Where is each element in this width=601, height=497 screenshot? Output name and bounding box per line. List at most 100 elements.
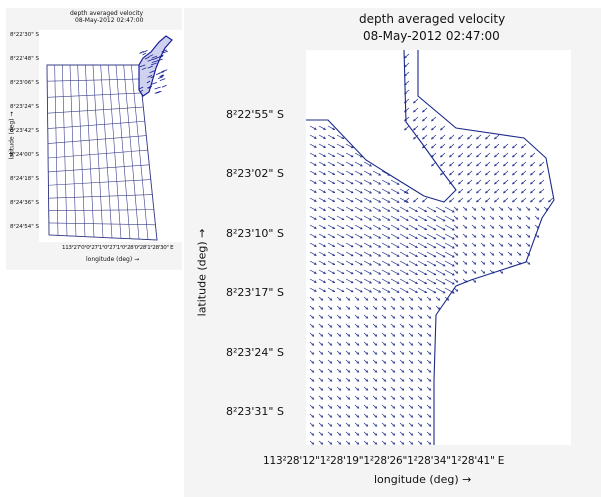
velocity-field xyxy=(310,54,553,444)
velocity-arrow xyxy=(355,288,362,292)
velocity-arrow xyxy=(364,270,371,274)
velocity-arrow xyxy=(391,225,399,229)
velocity-arrow xyxy=(373,171,381,175)
mesh-line xyxy=(93,65,103,238)
velocity-arrow xyxy=(382,207,390,211)
main-y-tick-0: 8²22'55" S xyxy=(226,108,284,121)
velocity-arrow xyxy=(355,216,362,220)
velocity-field-svg xyxy=(306,50,571,445)
velocity-arrow xyxy=(364,288,371,292)
main-plot-subtitle: 08-May-2012 02:47:00 xyxy=(363,29,500,43)
velocity-arrow xyxy=(418,279,427,284)
overview-y-tick-0: 8²22'30" S xyxy=(10,32,39,38)
velocity-arrow xyxy=(445,261,454,266)
velocity-arrow xyxy=(409,225,417,230)
main-plot-axes xyxy=(306,50,571,445)
velocity-arrow xyxy=(143,50,148,52)
velocity-arrow xyxy=(436,261,445,266)
mesh-line xyxy=(55,65,58,235)
velocity-arrow xyxy=(364,261,371,265)
velocity-arrow xyxy=(373,207,381,211)
velocity-arrow xyxy=(355,261,362,265)
main-y-tick-2: 8²23'10" S xyxy=(226,227,284,240)
overview-x-tick-labels: 113²27'0²0²27'1²0²27'1²0²28'0²28'1²28'30… xyxy=(62,245,173,251)
velocity-arrow xyxy=(418,243,427,248)
velocity-arrow xyxy=(142,53,146,55)
main-x-tick-labels: 113²28'12"1²28'19"1²28'26"1²28'34"1²28'4… xyxy=(263,455,504,467)
velocity-arrow xyxy=(409,207,417,212)
velocity-arrow xyxy=(418,225,427,230)
main-y-tick-4: 8²23'24" S xyxy=(226,346,284,359)
velocity-arrow xyxy=(382,216,390,220)
velocity-arrow xyxy=(373,252,381,256)
velocity-arrow xyxy=(409,288,417,293)
velocity-arrow xyxy=(427,261,436,266)
velocity-arrow xyxy=(418,216,427,221)
velocity-arrow xyxy=(373,288,381,292)
velocity-arrow xyxy=(427,207,436,212)
velocity-arrow xyxy=(436,252,445,257)
main-plot-title: depth averaged velocity xyxy=(359,12,505,26)
velocity-arrow xyxy=(155,87,161,89)
velocity-arrow xyxy=(400,261,408,266)
main-y-tick-1: 8²23'02" S xyxy=(226,167,284,180)
mesh-line xyxy=(78,65,85,237)
velocity-arrow xyxy=(355,252,362,256)
velocity-arrow xyxy=(436,243,445,248)
velocity-arrow xyxy=(355,270,362,274)
velocity-arrow xyxy=(400,243,408,248)
velocity-arrow xyxy=(373,243,381,247)
mesh-line xyxy=(62,65,67,236)
velocity-arrow xyxy=(427,234,436,239)
velocity-arrow xyxy=(364,225,371,229)
velocity-arrow xyxy=(409,243,417,248)
overview-y-tick-6: 8²24'18" S xyxy=(10,176,39,182)
velocity-arrow xyxy=(427,270,436,275)
overview-y-axis-label: latitude (deg) → xyxy=(8,112,15,160)
velocity-arrow xyxy=(427,243,436,248)
velocity-arrow xyxy=(436,279,445,284)
velocity-arrow xyxy=(409,270,417,275)
velocity-arrow xyxy=(364,198,371,202)
velocity-arrow xyxy=(418,270,427,275)
velocity-arrow xyxy=(445,270,454,275)
velocity-arrow xyxy=(382,270,390,274)
velocity-arrow xyxy=(445,243,454,248)
velocity-arrow xyxy=(364,171,371,175)
velocity-arrow xyxy=(364,207,371,211)
velocity-arrow xyxy=(364,180,371,184)
velocity-arrow xyxy=(436,288,445,293)
velocity-arrow xyxy=(400,225,408,230)
velocity-arrow xyxy=(355,207,362,211)
velocity-arrow xyxy=(418,207,427,212)
velocity-arrow xyxy=(364,243,371,247)
overview-y-tick-1: 8²22'48" S xyxy=(10,56,39,62)
overview-y-tick-7: 8²24'36" S xyxy=(10,200,39,206)
velocity-arrow xyxy=(355,198,362,202)
velocity-arrow xyxy=(382,243,390,247)
velocity-arrow xyxy=(382,180,390,184)
velocity-arrow xyxy=(427,216,436,221)
overview-x-axis-label: longitude (deg) → xyxy=(86,256,139,263)
velocity-arrow xyxy=(418,234,427,239)
velocity-arrow xyxy=(427,252,436,257)
overview-y-tick-3: 8²23'24" S xyxy=(10,104,39,110)
velocity-arrow xyxy=(445,279,454,284)
velocity-arrow xyxy=(427,288,436,293)
velocity-arrow xyxy=(382,234,390,238)
overview-plot-subtitle: 08-May-2012 02:47:00 xyxy=(75,17,143,24)
velocity-arrow xyxy=(373,198,381,202)
main-y-tick-3: 8²23'17" S xyxy=(226,286,284,299)
velocity-arrow xyxy=(445,225,454,230)
velocity-arrow xyxy=(355,189,362,193)
velocity-arrow xyxy=(373,180,381,184)
velocity-arrow xyxy=(400,234,408,239)
velocity-arrow xyxy=(391,252,399,256)
velocity-arrow xyxy=(382,252,390,256)
velocity-arrow xyxy=(391,279,399,283)
velocity-arrow xyxy=(382,288,390,292)
velocity-arrow xyxy=(355,234,362,238)
velocity-arrow xyxy=(355,180,362,184)
velocity-arrow xyxy=(391,234,399,238)
velocity-arrow xyxy=(436,225,445,230)
